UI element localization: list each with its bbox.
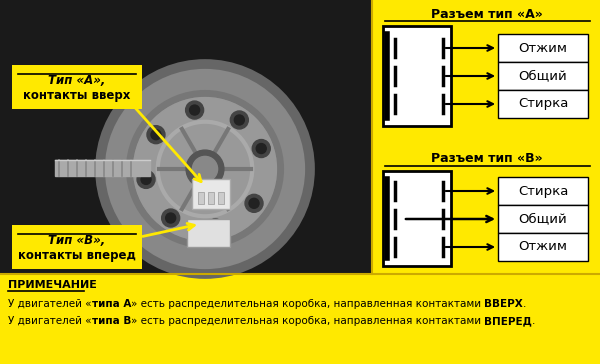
Bar <box>383 26 451 126</box>
Text: .: . <box>523 299 526 309</box>
Text: » есть распределительная коробка, направленная контактами: » есть распределительная коробка, направ… <box>131 316 484 326</box>
Text: контакты вверх: контакты вверх <box>23 90 131 103</box>
Circle shape <box>161 209 179 227</box>
Circle shape <box>230 111 248 129</box>
Circle shape <box>134 98 277 240</box>
Circle shape <box>211 223 220 233</box>
Circle shape <box>245 194 263 212</box>
Bar <box>12 65 142 109</box>
Bar <box>12 225 142 269</box>
Circle shape <box>235 115 244 125</box>
Text: » есть распределительная коробка, направленная контактами: » есть распределительная коробка, направ… <box>131 299 484 309</box>
Bar <box>192 179 230 209</box>
Circle shape <box>137 170 155 189</box>
Circle shape <box>147 126 165 144</box>
Text: контакты вперед: контакты вперед <box>18 249 136 262</box>
Bar <box>498 233 588 261</box>
Circle shape <box>193 157 218 182</box>
Bar <box>187 219 230 247</box>
Circle shape <box>206 219 224 237</box>
Bar <box>498 177 588 205</box>
Circle shape <box>100 64 310 274</box>
Circle shape <box>166 213 176 223</box>
Text: .: . <box>532 316 536 326</box>
Bar <box>218 192 224 204</box>
Text: Отжим: Отжим <box>518 241 568 253</box>
Text: типа А: типа А <box>91 299 131 309</box>
Text: типа В: типа В <box>91 316 131 326</box>
Circle shape <box>252 139 270 158</box>
Text: ВПЕРЕД: ВПЕРЕД <box>484 316 532 326</box>
Bar <box>498 205 588 233</box>
Bar <box>198 192 204 204</box>
Text: ВВЕРХ: ВВЕРХ <box>484 299 523 309</box>
Circle shape <box>249 198 259 208</box>
Bar <box>55 160 150 176</box>
Circle shape <box>151 130 161 140</box>
Text: ПРИМЕЧАНИЕ: ПРИМЕЧАНИЕ <box>8 280 97 290</box>
Circle shape <box>185 101 203 119</box>
Circle shape <box>141 174 151 185</box>
Text: Разъем тип «А»: Разъем тип «А» <box>431 8 543 20</box>
Circle shape <box>190 105 200 115</box>
Bar <box>0 0 372 274</box>
Text: Отжим: Отжим <box>518 41 568 55</box>
Text: У двигателей «: У двигателей « <box>8 316 91 326</box>
Bar <box>498 34 588 62</box>
Bar <box>208 192 214 204</box>
Bar <box>498 90 588 118</box>
Text: Тип «А»,: Тип «А», <box>49 75 106 87</box>
Text: Разъем тип «В»: Разъем тип «В» <box>431 153 543 166</box>
Text: Стирка: Стирка <box>518 185 568 198</box>
Text: Тип «В»,: Тип «В», <box>49 234 106 248</box>
Circle shape <box>256 143 266 154</box>
Bar <box>498 62 588 90</box>
Circle shape <box>186 150 224 188</box>
Text: Общий: Общий <box>518 213 568 226</box>
Text: Стирка: Стирка <box>518 98 568 111</box>
Text: Общий: Общий <box>518 70 568 83</box>
Text: У двигателей «: У двигателей « <box>8 299 91 309</box>
Bar <box>383 171 451 266</box>
